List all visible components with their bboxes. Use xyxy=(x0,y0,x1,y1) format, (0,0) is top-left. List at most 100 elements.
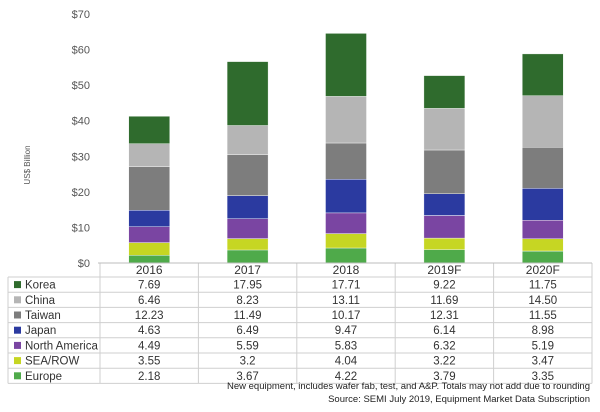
x-tick-label: 2019F xyxy=(427,263,461,277)
bar-segment xyxy=(423,193,466,216)
legend-swatch xyxy=(14,311,21,319)
data-label: 3.55 xyxy=(138,356,160,368)
x-tick-label: 2017 xyxy=(234,263,261,277)
data-label: 3.35 xyxy=(532,371,554,383)
chart-source: Source: SEMI July 2019, Equipment Market… xyxy=(328,394,590,405)
bar-segment xyxy=(226,61,269,126)
data-label: 4.49 xyxy=(138,340,160,352)
y-tick-label: $0 xyxy=(78,258,90,270)
legend-swatch xyxy=(14,296,21,304)
legend-swatch xyxy=(14,372,21,380)
bar-segment xyxy=(522,250,564,264)
data-label: 11.49 xyxy=(234,310,262,322)
data-label: 6.32 xyxy=(433,340,455,352)
data-label: 17.71 xyxy=(332,280,361,292)
data-label: 12.23 xyxy=(135,310,164,322)
y-tick-label: $50 xyxy=(72,80,90,92)
legend-entry: North America xyxy=(25,340,98,352)
bar-segment xyxy=(423,249,466,264)
bar-segment xyxy=(522,53,564,96)
data-label: 5.59 xyxy=(236,340,258,352)
bar-segment xyxy=(522,188,564,221)
legend-swatch xyxy=(14,326,21,334)
bar-segment xyxy=(522,238,564,252)
data-label: 8.23 xyxy=(236,295,258,307)
data-label: 3.22 xyxy=(433,356,455,368)
data-label: 13.11 xyxy=(332,295,360,307)
x-tick-label: 2016 xyxy=(136,263,163,277)
bar-segment xyxy=(423,108,466,151)
data-label: 2.18 xyxy=(138,371,160,383)
legend-entry: Europe xyxy=(25,371,62,383)
data-label: 17.95 xyxy=(233,280,262,292)
y-axis-label: US$ Billion xyxy=(23,145,32,184)
bar-segment xyxy=(128,209,170,227)
data-label: 4.04 xyxy=(335,356,358,368)
x-tick-label: 2020F xyxy=(526,263,560,277)
data-label: 3.2 xyxy=(240,356,256,368)
data-label: 4.22 xyxy=(335,371,357,383)
bar-segment xyxy=(423,75,466,109)
bar-segment xyxy=(325,212,367,234)
bar-segment xyxy=(423,149,466,194)
y-tick-label: $40 xyxy=(72,116,90,128)
y-tick-label: $10 xyxy=(72,222,90,234)
data-label: 3.79 xyxy=(433,371,455,383)
legend-swatch xyxy=(14,341,21,349)
bar-segment xyxy=(423,237,466,250)
bar-segment xyxy=(325,33,367,97)
bar-segment xyxy=(423,215,466,239)
data-label: 11.75 xyxy=(529,280,557,292)
data-label: 5.19 xyxy=(532,340,554,352)
data-label: 12.31 xyxy=(430,310,459,322)
y-tick-label: $30 xyxy=(72,151,90,163)
bar-segment xyxy=(325,233,367,249)
data-label: 8.98 xyxy=(532,325,554,337)
bar-segment xyxy=(325,142,367,180)
data-label: 10.17 xyxy=(332,310,361,322)
legend-entry: Japan xyxy=(25,325,56,337)
y-tick-label: $70 xyxy=(72,9,90,21)
data-label: 14.50 xyxy=(528,295,557,307)
data-label: 5.83 xyxy=(335,340,357,352)
bar-segment xyxy=(226,249,269,264)
bar-segment xyxy=(522,220,564,240)
bar-segment xyxy=(128,226,170,243)
legend-swatch xyxy=(14,281,21,289)
bar-segment xyxy=(128,143,170,167)
bar-segment xyxy=(226,125,269,155)
bar-segment xyxy=(325,247,367,264)
data-label: 11.69 xyxy=(430,295,458,307)
bar-segment xyxy=(522,147,564,189)
bar-segment xyxy=(325,178,367,214)
data-label: 6.14 xyxy=(433,325,456,337)
bar-segment xyxy=(226,238,269,251)
data-label: 3.47 xyxy=(532,356,554,368)
data-label: 6.46 xyxy=(138,295,160,307)
bar-segment xyxy=(226,195,269,219)
legend-entry: SEA/ROW xyxy=(25,356,79,368)
bar-segment xyxy=(325,96,367,144)
y-tick-label: $20 xyxy=(72,187,90,199)
data-label: 11.55 xyxy=(529,310,557,322)
legend-swatch xyxy=(14,357,21,365)
y-tick-label: $60 xyxy=(72,45,90,57)
bar-segment xyxy=(226,218,269,239)
bar-segment xyxy=(128,254,170,264)
bar-segment xyxy=(128,116,170,144)
data-label: 3.67 xyxy=(236,371,258,383)
bar-segment xyxy=(128,166,170,211)
data-label: 6.49 xyxy=(236,325,258,337)
bar-segment xyxy=(226,154,269,196)
legend-entry: Korea xyxy=(25,280,56,292)
bar-segment xyxy=(128,242,170,256)
data-label: 7.69 xyxy=(138,280,160,292)
x-tick-label: 2018 xyxy=(333,263,360,277)
bar-segment xyxy=(522,95,564,148)
chart-note: New equipment, includes wafer fab, test,… xyxy=(227,381,590,392)
data-label: 4.63 xyxy=(138,325,160,337)
legend-entry: Taiwan xyxy=(25,310,61,322)
legend-entry: China xyxy=(25,295,56,307)
data-label: 9.47 xyxy=(335,325,357,337)
